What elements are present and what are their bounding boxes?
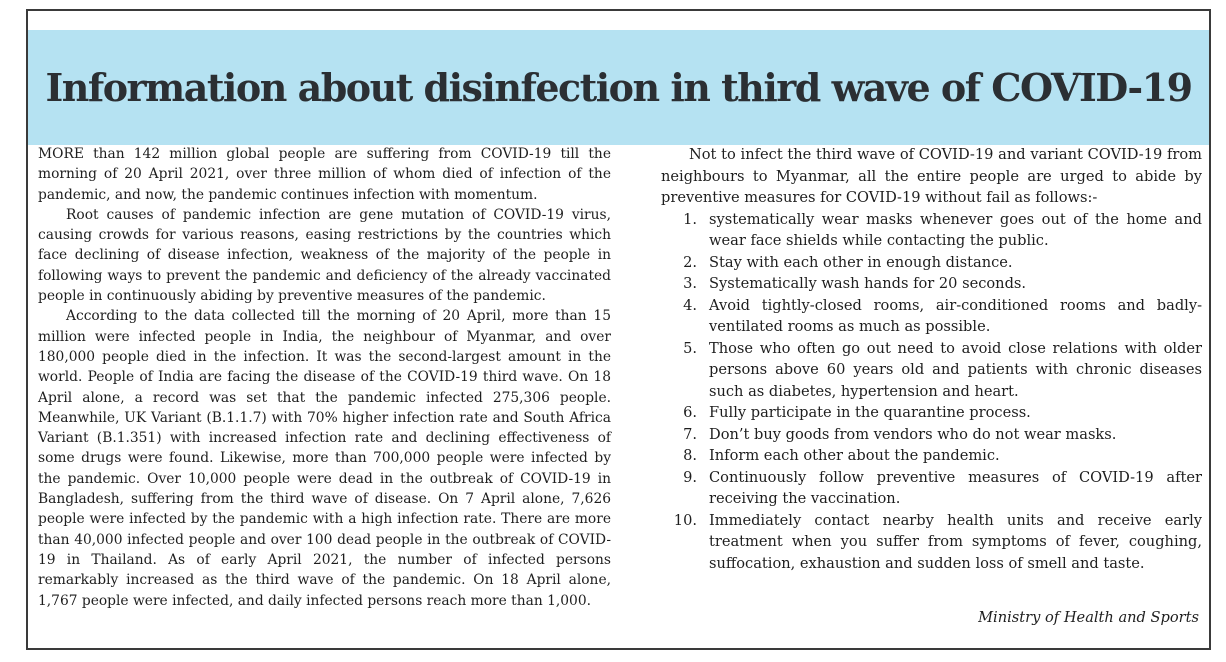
list-number: 2. [683, 253, 697, 271]
list-text: Immediately contact nearby health units … [709, 511, 1202, 572]
list-number: 6. [683, 404, 697, 421]
list-text: Don’t buy goods from vendors who do not … [709, 425, 1117, 443]
list-number: 5. [683, 339, 697, 357]
list-item: 1. systematically wear masks whenever goe… [661, 209, 1202, 252]
list-text: Fully participate in the quarantine proc… [709, 404, 1031, 421]
list-number: 7. [683, 425, 697, 443]
list-number: 8. [683, 447, 697, 464]
list-text: Stay with each other in enough distance. [709, 253, 1013, 271]
list-item: 4. Avoid tightly-closed rooms, air-condit… [661, 295, 1202, 338]
measures-list: 1. systematically wear masks whenever goe… [661, 209, 1202, 575]
paragraph-2: Root causes of pandemic infection are ge… [38, 206, 611, 305]
measures-intro: Not to infect the third wave of COVID-19… [661, 146, 1202, 206]
list-number: 4. [683, 296, 697, 314]
list-number: 3. [683, 275, 697, 292]
paragraph-3: According to the data collected till the… [38, 308, 611, 609]
list-item: 5. Those who often go out need to avoid c… [661, 338, 1202, 403]
list-text: Continuously follow preventive measures … [709, 468, 1202, 508]
list-number: 10. [673, 511, 697, 529]
list-item: 8. Inform each other about the pandemic. [661, 445, 1202, 467]
list-text: Avoid tightly-closed rooms, air-conditio… [709, 296, 1202, 336]
list-item: 6. Fully participate in the quarantine pr… [661, 402, 1202, 424]
signature: Ministry of Health and Sports [978, 609, 1199, 626]
list-item: 10. Immediately contact nearby health uni… [661, 510, 1202, 575]
list-item: 2. Stay with each other in enough distanc… [661, 252, 1202, 274]
list-text: Those who often go out need to avoid clo… [709, 339, 1202, 400]
article-title: Information about disinfection in third … [45, 65, 1193, 110]
list-number: 9. [683, 468, 697, 486]
list-text: Systematically wash hands for 20 seconds… [709, 275, 1027, 292]
title-banner: Information about disinfection in third … [28, 30, 1209, 145]
list-number: 1. [683, 210, 697, 228]
left-column: MORE than 142 million global people are … [38, 144, 611, 611]
list-item: 7. Don’t buy goods from vendors who do no… [661, 424, 1202, 446]
list-text: Inform each other about the pandemic. [709, 447, 1000, 464]
list-item: 3. Systematically wash hands for 20 secon… [661, 273, 1202, 295]
list-item: 9. Continuously follow preventive measure… [661, 467, 1202, 510]
article-frame: Information about disinfection in third … [26, 9, 1211, 650]
list-text: systematically wear masks whenever goes … [709, 210, 1202, 250]
paragraph-1: MORE than 142 million global people are … [38, 146, 611, 203]
right-column: Not to infect the third wave of COVID-19… [661, 144, 1202, 574]
